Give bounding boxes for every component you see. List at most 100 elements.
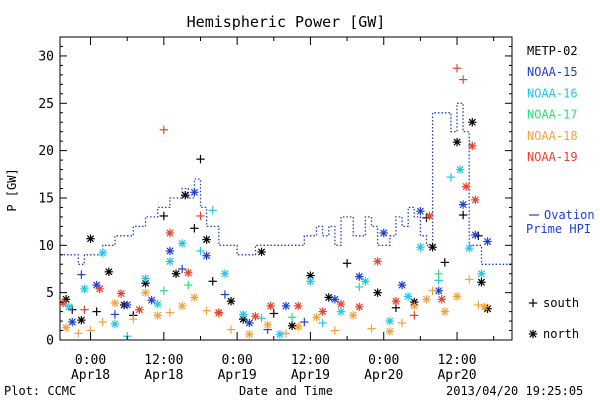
data-point-noaa-19-north bbox=[95, 284, 104, 294]
data-point-metp-02-south bbox=[196, 154, 205, 164]
marker-legend-south-label: south bbox=[543, 296, 579, 310]
data-point-noaa-16-north bbox=[275, 330, 285, 339]
x-tick-label-time: 12:00 bbox=[437, 353, 476, 368]
data-point-noaa-18-north bbox=[422, 295, 431, 304]
data-point-noaa-18-north bbox=[245, 330, 254, 339]
data-point-noaa-18-south bbox=[165, 308, 175, 317]
data-point-noaa-15-north bbox=[202, 251, 211, 260]
x-tick-label-date: Apr20 bbox=[437, 368, 476, 383]
data-point-noaa-19-south bbox=[80, 305, 89, 314]
ovation-prime-step-line bbox=[60, 102, 512, 265]
data-point-noaa-16-south bbox=[446, 172, 456, 182]
data-point-metp-02-north bbox=[202, 235, 211, 244]
data-point-metp-02-north bbox=[428, 243, 437, 252]
data-point-noaa-17-south bbox=[184, 280, 193, 290]
data-point-noaa-19-north bbox=[184, 268, 193, 277]
footer-left-text: Plot: CCMC bbox=[4, 384, 76, 398]
data-point-noaa-19-south bbox=[410, 311, 419, 320]
y-tick-label: 10 bbox=[38, 239, 54, 254]
data-point-noaa-18-north bbox=[153, 311, 162, 320]
data-point-noaa-16-north bbox=[465, 243, 474, 253]
data-point-noaa-19-south bbox=[452, 64, 462, 73]
data-point-noaa-19-north bbox=[294, 301, 303, 311]
data-point-noaa-18-north bbox=[452, 292, 462, 301]
data-point-noaa-16-south bbox=[257, 314, 266, 323]
legend-entry-noaa-17: NOAA-17 bbox=[527, 108, 578, 122]
data-point-noaa-16-north bbox=[98, 248, 107, 258]
data-point-noaa-15-north bbox=[483, 237, 492, 246]
data-point-noaa-15-north bbox=[458, 200, 468, 209]
data-point-noaa-18-south bbox=[428, 286, 437, 295]
data-point-metp-02-south bbox=[269, 309, 278, 318]
legend-entry-noaa-15: NOAA-15 bbox=[527, 65, 578, 79]
ovation-legend-label-line2: Prime HPI bbox=[526, 222, 591, 236]
data-point-noaa-19-north bbox=[318, 307, 327, 316]
y-tick-label: 20 bbox=[38, 144, 54, 159]
data-point-noaa-19-north bbox=[165, 228, 175, 238]
legend-entry-metp-02: METP-02 bbox=[527, 44, 578, 58]
data-point-noaa-18-south bbox=[397, 318, 407, 328]
data-point-noaa-19-north bbox=[336, 299, 346, 309]
data-point-noaa-16-south bbox=[196, 246, 205, 256]
x-axis-ticks: 0:00Apr1812:00Apr180:00Apr1912:00Apr190:… bbox=[71, 37, 495, 383]
data-point-noaa-15-north bbox=[68, 317, 77, 327]
data-point-metp-02-south bbox=[458, 210, 468, 220]
x-tick-label-time: 12:00 bbox=[291, 353, 330, 368]
data-point-noaa-16-north bbox=[110, 319, 120, 329]
x-tick-label-time: 0:00 bbox=[221, 353, 252, 368]
data-point-noaa-16-north bbox=[455, 165, 465, 174]
data-point-noaa-15-north bbox=[379, 228, 388, 238]
y-tick-label: 5 bbox=[46, 286, 54, 301]
data-point-noaa-16-north bbox=[336, 307, 346, 316]
data-point-noaa-15-south bbox=[220, 290, 230, 299]
data-point-noaa-15-north bbox=[245, 318, 254, 328]
data-point-metp-02-south bbox=[342, 259, 352, 268]
data-point-noaa-15-south bbox=[177, 264, 187, 274]
data-point-noaa-19-south bbox=[458, 75, 468, 84]
data-point-metp-02-north bbox=[468, 118, 477, 127]
data-point-noaa-15-north bbox=[190, 188, 199, 197]
data-point-noaa-15-north bbox=[165, 246, 175, 256]
data-point-noaa-19-north bbox=[373, 257, 382, 266]
x-tick-label-time: 12:00 bbox=[144, 353, 183, 368]
data-point-metp-02-north bbox=[104, 267, 114, 277]
data-point-metp-02-south bbox=[159, 211, 169, 221]
x-tick-label-date: Apr19 bbox=[218, 368, 257, 383]
data-point-noaa-17-south bbox=[159, 286, 169, 295]
data-point-noaa-18-south bbox=[330, 326, 340, 335]
data-point-noaa-18-south bbox=[98, 317, 107, 327]
data-point-noaa-15-north bbox=[355, 272, 364, 281]
y-axis-label: P [GW] bbox=[5, 168, 19, 211]
data-points-layer bbox=[58, 64, 492, 341]
data-point-noaa-18-south bbox=[281, 329, 291, 338]
data-point-noaa-16-north bbox=[306, 277, 315, 286]
data-point-noaa-17-south bbox=[434, 269, 443, 278]
legend-entry-noaa-19: NOAA-19 bbox=[527, 150, 578, 164]
data-point-noaa-19-north bbox=[116, 289, 126, 298]
data-point-noaa-19-north bbox=[214, 308, 224, 317]
marker-legend-north-label: north bbox=[543, 327, 579, 341]
y-tick-label: 30 bbox=[38, 49, 54, 64]
data-point-noaa-18-north bbox=[385, 327, 395, 336]
data-point-metp-02-north bbox=[287, 321, 297, 330]
data-point-noaa-19-north bbox=[58, 298, 68, 308]
data-point-noaa-18-north bbox=[348, 311, 358, 320]
data-point-noaa-19-north bbox=[437, 295, 446, 304]
data-point-metp-02-north bbox=[171, 269, 181, 278]
data-point-noaa-16-north bbox=[177, 239, 187, 248]
plot-frame bbox=[59, 36, 513, 341]
data-point-noaa-18-north bbox=[190, 293, 199, 302]
data-point-noaa-18-south bbox=[202, 306, 211, 315]
data-point-noaa-18-north bbox=[177, 301, 187, 311]
data-point-noaa-19-north bbox=[425, 211, 434, 221]
data-point-metp-02-south bbox=[208, 277, 217, 286]
x-tick-label-time: 0:00 bbox=[368, 353, 399, 368]
data-point-noaa-15-south bbox=[300, 317, 309, 327]
data-point-noaa-18-north bbox=[61, 323, 71, 332]
x-tick-label-date: Apr18 bbox=[144, 368, 183, 383]
data-point-noaa-17-south bbox=[287, 313, 297, 322]
data-point-noaa-18-north bbox=[294, 322, 303, 331]
data-point-metp-02-north bbox=[452, 137, 462, 147]
y-tick-label: 0 bbox=[46, 334, 54, 349]
